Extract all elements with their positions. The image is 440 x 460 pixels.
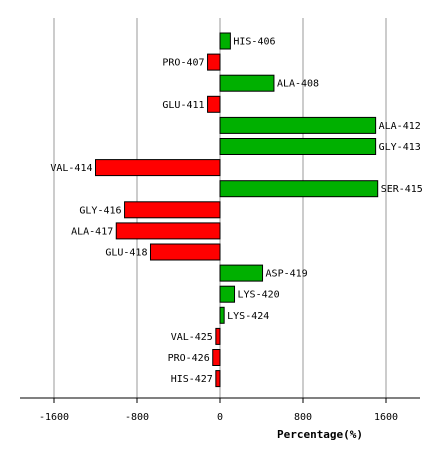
bar-label: ALA-412 xyxy=(379,121,421,132)
bar xyxy=(95,159,221,177)
bar xyxy=(219,74,275,92)
bars: HIS-406 PRO-407 ALA-408 GLU-411 ALA-412 GLY-4… xyxy=(50,32,423,388)
x-tick-label: 0 xyxy=(217,412,223,423)
x-tick-label: 1600 xyxy=(374,412,398,423)
bar-label: SER-415 xyxy=(381,184,423,195)
bar-label: ALA-408 xyxy=(277,79,319,90)
x-tick-label: 800 xyxy=(294,412,312,423)
bar xyxy=(219,116,377,134)
bar-label: VAL-414 xyxy=(50,163,92,174)
bar-label: ALA-417 xyxy=(71,226,113,237)
bar xyxy=(215,370,221,388)
bar xyxy=(219,285,236,303)
bar-label: GLU-411 xyxy=(162,100,204,111)
bar xyxy=(149,243,221,261)
x-axis: -1600 -800 0 800 1600 xyxy=(20,397,420,423)
bar xyxy=(212,349,221,366)
bar xyxy=(219,180,379,198)
bar xyxy=(219,32,231,50)
bar xyxy=(219,264,264,282)
bar-label: HIS-406 xyxy=(233,37,275,48)
bar-label: PRO-426 xyxy=(168,353,210,364)
bar xyxy=(215,327,221,345)
bar-label: LYS-424 xyxy=(227,311,269,322)
bar-label: HIS-427 xyxy=(171,374,213,385)
bar xyxy=(207,53,221,71)
bar xyxy=(219,306,225,324)
bar-label: PRO-407 xyxy=(162,58,204,69)
bar xyxy=(115,222,221,240)
bar-label: GLY-416 xyxy=(79,205,121,216)
x-axis-label: Percentage(%) xyxy=(277,428,363,441)
bar-label: VAL-425 xyxy=(171,332,213,343)
x-tick-label: -800 xyxy=(125,412,149,423)
bar-label: GLY-413 xyxy=(379,142,421,153)
bar xyxy=(124,201,221,219)
bar-label: GLU-418 xyxy=(105,248,147,259)
bar xyxy=(219,138,377,155)
bar xyxy=(207,95,221,113)
x-tick-label: -1600 xyxy=(39,412,69,423)
bar-label: ASP-419 xyxy=(266,269,308,280)
bar-label: LYS-420 xyxy=(238,290,280,301)
